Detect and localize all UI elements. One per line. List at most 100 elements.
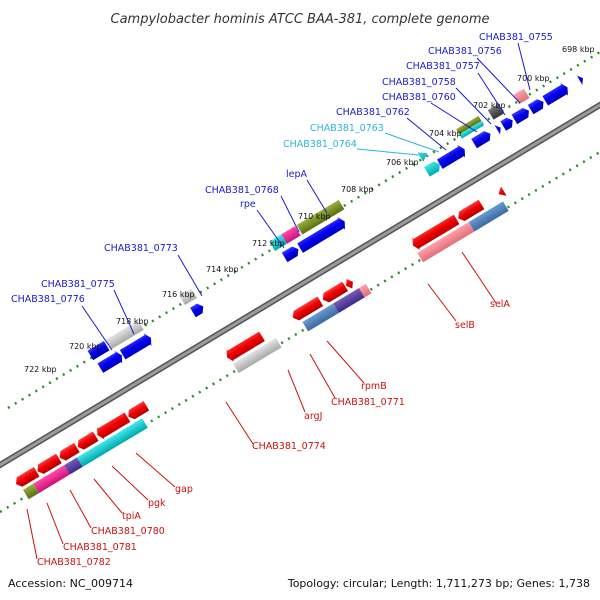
gene-arrow-0760[interactable]	[494, 123, 503, 135]
leader-line	[517, 42, 531, 91]
gene-box-rpe[interactable]	[269, 234, 287, 251]
gene-label[interactable]: CHAB381_0758	[382, 77, 456, 88]
gene-arrow-selA[interactable]	[456, 199, 485, 223]
gene-arrow-0757[interactable]	[511, 106, 532, 125]
gene-label[interactable]: CHAB381_0763	[310, 123, 384, 134]
gene-arrow-tpiA[interactable]	[75, 431, 99, 451]
gene-box-pgk[interactable]	[116, 418, 148, 444]
gene-label[interactable]: CHAB381_0764	[283, 139, 357, 150]
leader-line	[461, 251, 497, 304]
gene-arrow-0754[interactable]	[576, 73, 586, 85]
gene-label[interactable]: CHAB381_0760	[382, 92, 456, 103]
gene-box-tpiA[interactable]	[76, 433, 123, 467]
gene-box-selB[interactable]	[417, 222, 475, 263]
leader-line	[476, 57, 521, 104]
gene-label[interactable]: rpe	[240, 199, 256, 210]
gene-arrow-0773b[interactable]	[190, 302, 206, 318]
leader-line	[177, 254, 203, 297]
gene-label[interactable]: selA	[490, 299, 510, 310]
gene-box-0774[interactable]	[232, 337, 282, 374]
leader-line	[356, 148, 430, 157]
gene-label[interactable]: CHAB381_0774	[252, 441, 326, 452]
gene-box-0776[interactable]	[87, 340, 110, 361]
gene-box-0768[interactable]	[281, 226, 301, 244]
gene-label[interactable]: CHAB381_0771	[331, 397, 405, 408]
gene-arrow-rpmB[interactable]	[343, 277, 356, 291]
gene-box-rpmB[interactable]	[359, 283, 372, 298]
gene-label[interactable]: CHAB381_0756	[428, 46, 502, 57]
gene-arrow-0755[interactable]	[541, 81, 571, 107]
gene-label[interactable]: lepA	[286, 169, 308, 180]
leader-line	[93, 478, 123, 514]
gene-arrow-0762r[interactable]	[496, 186, 507, 199]
kbp-tick-label: 708 kbp	[341, 185, 374, 194]
leader-line	[427, 283, 457, 322]
gene-box-0780[interactable]	[64, 457, 83, 475]
leader-line	[477, 72, 506, 116]
gene-box-0775[interactable]	[105, 320, 144, 350]
gene-box-0758[interactable]	[487, 104, 504, 120]
gene-label[interactable]: CHAB381_0757	[406, 61, 480, 72]
gene-arrow-gap[interactable]	[125, 401, 150, 421]
accession-text: Accession: NC_009714	[8, 577, 133, 590]
gene-label[interactable]: gap	[175, 484, 193, 495]
gene-arrow-0782[interactable]	[13, 467, 40, 489]
gene-label[interactable]: CHAB381_0768	[205, 185, 279, 196]
gene-box-0763[interactable]	[456, 115, 482, 135]
gene-box-0782[interactable]	[22, 483, 39, 500]
leader-line	[46, 502, 64, 545]
gene-arrow-0771[interactable]	[320, 281, 349, 305]
leader-line	[287, 369, 306, 413]
gene-arrow-0768b[interactable]	[281, 244, 301, 263]
gene-label[interactable]: pgk	[148, 498, 166, 509]
gene-arrow-0762[interactable]	[471, 129, 493, 149]
leader-line	[135, 452, 176, 488]
gene-label[interactable]: CHAB381_0776	[11, 294, 85, 305]
kbp-tick-label: 706 kbp	[386, 158, 419, 167]
gene-arrow-0774[interactable]	[223, 330, 266, 364]
gene-arrow-0775b[interactable]	[119, 331, 155, 361]
gene-box-0763b[interactable]	[459, 121, 485, 139]
gene-arrow-0764b[interactable]	[424, 159, 443, 177]
gene-label[interactable]: CHAB381_0773	[104, 243, 178, 254]
gene-arrow-0781[interactable]	[35, 453, 62, 476]
kbp-tick-label: 722 kbp	[24, 365, 57, 374]
gene-box-0781[interactable]	[33, 465, 70, 494]
gene-arrow-selB[interactable]	[409, 213, 460, 252]
gene-arrow-0776b[interactable]	[96, 349, 125, 375]
kbp-tick-label: 720 kbp	[69, 342, 102, 351]
gene-arrow-0758b[interactable]	[500, 116, 515, 131]
gene-arrow-0780[interactable]	[57, 442, 80, 463]
gene-label[interactable]: selB	[455, 320, 475, 331]
gene-box-argJ[interactable]	[302, 303, 339, 332]
kbp-tick-label: 700 kbp	[517, 74, 550, 83]
gene-arrow-argJ[interactable]	[290, 296, 324, 323]
kbp-tick-label: 710 kbp	[298, 212, 331, 221]
leader-line	[455, 87, 492, 125]
gene-label[interactable]: CHAB381_0755	[479, 32, 553, 43]
forward-inner-track	[96, 73, 586, 375]
gene-arrow-0756b[interactable]	[527, 97, 547, 115]
gene-label[interactable]: CHAB381_0775	[41, 279, 115, 290]
gene-box-selA[interactable]	[468, 201, 509, 232]
gene-arrow-pgk[interactable]	[94, 411, 132, 442]
gene-label[interactable]: CHAB381_0780	[91, 526, 165, 537]
leader-line	[306, 179, 328, 214]
gene-box-0773[interactable]	[179, 288, 197, 306]
gene-arrow-lepAb[interactable]	[296, 215, 348, 255]
gene-label[interactable]: argJ	[304, 411, 322, 422]
gene-box-lepA[interactable]	[296, 199, 345, 235]
gene-label[interactable]: CHAB381_0781	[63, 542, 137, 553]
gene-label[interactable]: CHAB381_0762	[336, 107, 410, 118]
leader-line	[280, 195, 300, 233]
reverse-outer-track	[22, 201, 509, 500]
kbp-tick-label: 702 kbp	[473, 101, 506, 110]
gene-label[interactable]: rpmB	[361, 381, 387, 392]
gene-label[interactable]: CHAB381_0782	[37, 557, 111, 568]
gene-arrow-0763c[interactable]	[436, 143, 469, 171]
forward-outer-track	[87, 88, 530, 361]
gene-label[interactable]: tpiA	[122, 511, 141, 522]
kbp-tick-label: 716 kbp	[162, 290, 195, 299]
gene-box-0771[interactable]	[333, 287, 365, 313]
